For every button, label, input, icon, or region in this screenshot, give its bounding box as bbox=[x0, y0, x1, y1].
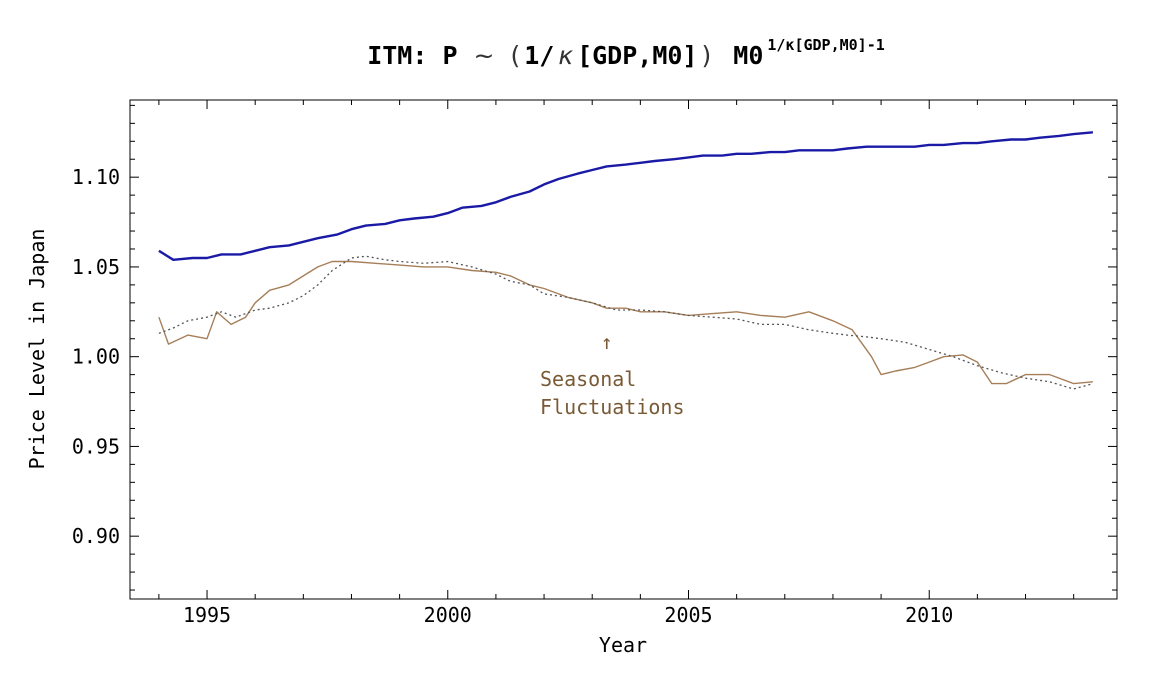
title-prefix: ITM: P bbox=[367, 41, 457, 70]
x-tick-label-2000: 2000 bbox=[424, 603, 472, 627]
title-paren-close: ) bbox=[702, 41, 712, 70]
x-axis-label: Year bbox=[599, 633, 647, 657]
x-tick-label-1995: 1995 bbox=[183, 603, 231, 627]
y-tick-label: 0.95 bbox=[72, 434, 120, 458]
axis-ticks: 1995 2000 2005 2010 0.90 0.95 1.00 1.05 1.10 bbox=[72, 100, 1117, 627]
annotation-text-line-1: Seasonal bbox=[540, 367, 636, 391]
annotation-layer: ↑ Seasonal Fluctuations bbox=[540, 330, 685, 419]
title-paren-open: ( bbox=[510, 41, 520, 70]
series-layer bbox=[158, 131, 1094, 390]
chart-title: ITM: P ~ ( 1/ κ [GDP,M0] ) M0 1/κ[GDP,M0… bbox=[367, 36, 885, 70]
annotation-text-line-2: Fluctuations bbox=[540, 395, 685, 419]
title-bracket-args: [GDP,M0] bbox=[577, 41, 697, 70]
y-tick-label: 1.00 bbox=[72, 345, 120, 369]
series-line-3 bbox=[158, 255, 1094, 390]
x-tick-label-2005: 2005 bbox=[664, 603, 712, 627]
title-superscript: 1/κ[GDP,M0]-1 bbox=[767, 36, 884, 54]
y-tick-label: 1.10 bbox=[72, 165, 120, 189]
y-tick-label: 0.90 bbox=[72, 524, 120, 548]
title-one-over: 1/ bbox=[524, 41, 554, 70]
title-tilde: ~ bbox=[474, 41, 495, 70]
title-kappa: κ bbox=[558, 41, 573, 70]
series-line-2 bbox=[158, 260, 1093, 385]
y-tick-label: 1.05 bbox=[72, 255, 120, 279]
title-base: M0 bbox=[733, 41, 763, 70]
plot-frame bbox=[129, 99, 1118, 600]
y-axis-label: Price Level in Japan bbox=[25, 229, 49, 470]
annotation-arrow: ↑ bbox=[601, 330, 613, 354]
series-line-1 bbox=[158, 131, 1094, 261]
x-tick-label-2010: 2010 bbox=[905, 603, 953, 627]
